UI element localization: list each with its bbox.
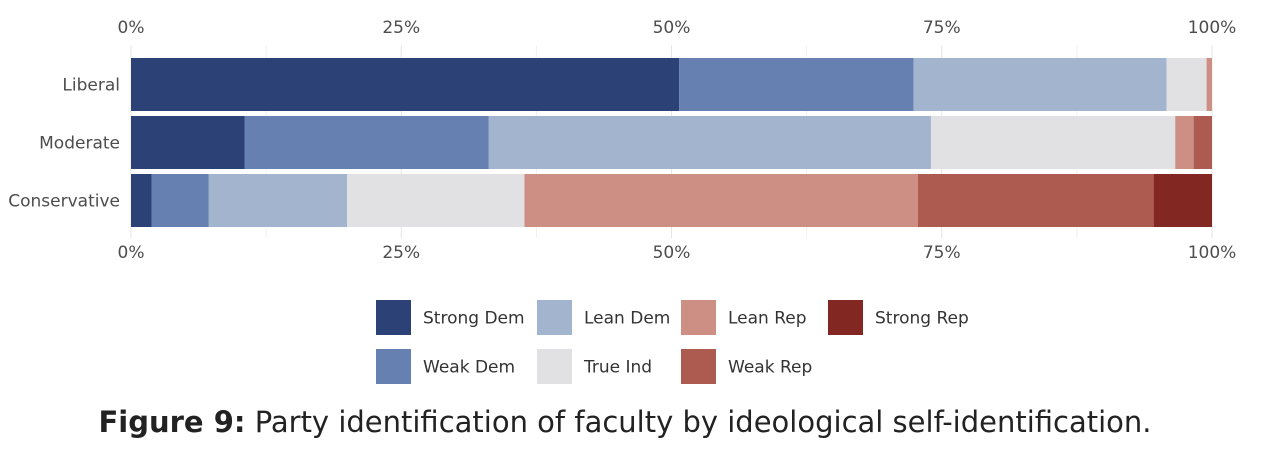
legend-swatch (376, 349, 411, 384)
bottom-axis-tick-label: 75% (923, 243, 961, 263)
category-label: Moderate (39, 134, 120, 154)
bar-segment (347, 174, 525, 227)
bar-segment (917, 174, 1154, 227)
bar-segment (524, 174, 918, 227)
legend-swatch (681, 349, 716, 384)
top-axis-tick-label: 0% (118, 18, 145, 38)
bar-segment (151, 174, 209, 227)
top-axis-tick-label: 50% (653, 18, 691, 38)
caption-label: Figure 9: (98, 405, 246, 439)
bar-segment (131, 58, 680, 111)
bar-segment (679, 58, 914, 111)
legend-label: Strong Dem (423, 309, 525, 329)
legend-swatch (828, 300, 863, 335)
stacked-bar-chart: 0% 0% 25% 25% 50% 50% 75% 75% 100% 100% Liberal Mod… (8, 18, 1237, 384)
legend-label: Lean Dem (584, 309, 670, 329)
caption-text: Party identification of faculty by ideol… (254, 405, 1152, 439)
legend-swatch (681, 300, 716, 335)
bottom-axis-tick-label: 50% (653, 243, 691, 263)
bar-segment (1166, 58, 1207, 111)
legend-label: Lean Rep (728, 309, 807, 329)
legend-swatch (537, 300, 572, 335)
figure-caption: Figure 9: Party identification of facult… (0, 405, 1250, 439)
top-axis-tick-label: 75% (923, 18, 961, 38)
top-axis-tick-label: 25% (382, 18, 420, 38)
bar-segment (913, 58, 1167, 111)
bottom-axis-tick-label: 100% (1188, 243, 1237, 263)
legend-label: Weak Dem (423, 358, 515, 378)
bottom-axis-tick-label: 0% (118, 243, 145, 263)
top-axis-tick-label: 100% (1188, 18, 1237, 38)
bar-segment (1175, 116, 1194, 169)
legend-label: Weak Rep (728, 358, 812, 378)
bar-segment (208, 174, 348, 227)
legend-swatch (376, 300, 411, 335)
bar-segment (1153, 174, 1212, 227)
bar-segment (244, 116, 489, 169)
category-label: Conservative (8, 192, 120, 212)
bar-segment (131, 116, 245, 169)
bar-segment (488, 116, 931, 169)
bar-segment (1206, 58, 1212, 111)
legend-label: True Ind (583, 358, 652, 378)
bar-segment (930, 116, 1176, 169)
legend-label: Strong Rep (875, 309, 969, 329)
legend-swatch (537, 349, 572, 384)
bar-segment (1193, 116, 1212, 169)
category-label: Liberal (62, 76, 120, 96)
bottom-axis-tick-label: 25% (382, 243, 420, 263)
bar-segment (131, 174, 152, 227)
